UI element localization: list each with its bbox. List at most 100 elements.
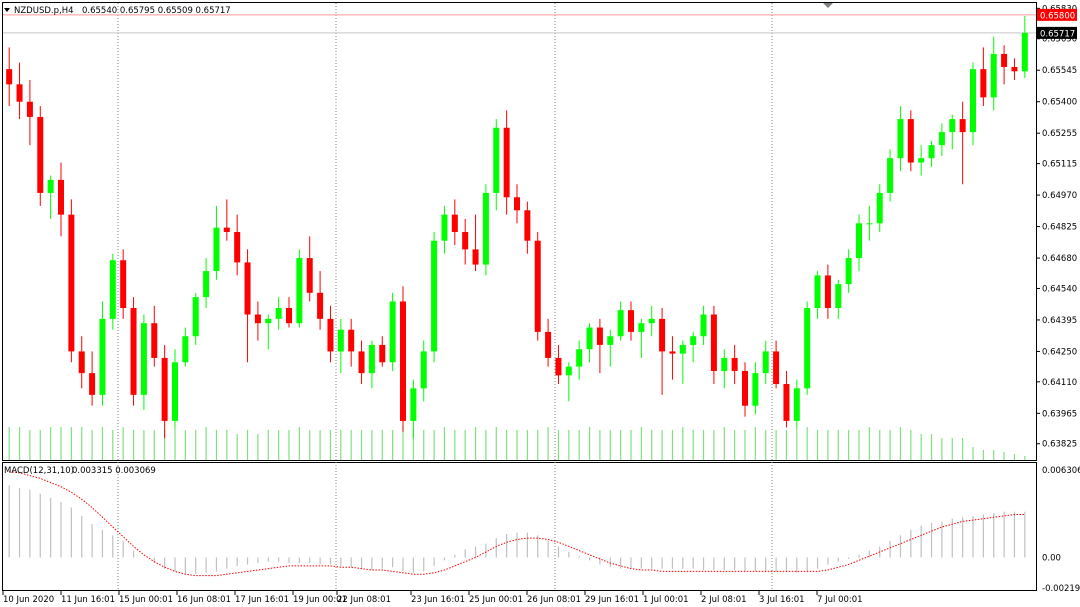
candle[interactable] [420, 340, 427, 402]
candle[interactable] [845, 249, 852, 293]
candle[interactable] [317, 271, 324, 330]
chart-shift-marker-icon[interactable] [823, 3, 833, 8]
candle[interactable] [835, 279, 842, 319]
candle[interactable] [783, 370, 790, 428]
candle[interactable] [638, 318, 645, 358]
candle[interactable] [959, 101, 966, 185]
candle[interactable] [37, 106, 44, 206]
candle[interactable] [431, 232, 438, 363]
candle[interactable] [203, 258, 210, 308]
candle[interactable] [866, 205, 873, 241]
candle[interactable] [400, 286, 406, 432]
candle[interactable] [918, 145, 925, 176]
candle[interactable] [482, 184, 489, 276]
candle[interactable] [410, 379, 417, 439]
candle[interactable] [503, 110, 510, 215]
candle[interactable] [773, 340, 780, 389]
candle[interactable] [690, 331, 697, 363]
candle[interactable] [949, 114, 956, 150]
symbol-dropdown-icon[interactable] [4, 8, 10, 12]
candle[interactable] [938, 123, 945, 156]
candle[interactable] [731, 344, 738, 384]
candle[interactable] [586, 323, 593, 363]
candle[interactable] [721, 349, 728, 389]
candle[interactable] [348, 318, 355, 367]
candle[interactable] [140, 314, 147, 411]
candle[interactable] [576, 340, 583, 380]
candle[interactable] [897, 106, 904, 172]
candle[interactable] [628, 301, 634, 341]
candle[interactable] [47, 175, 54, 219]
candle[interactable] [472, 214, 479, 272]
candle[interactable] [887, 149, 894, 202]
candle[interactable] [565, 362, 572, 402]
candle[interactable] [58, 162, 64, 237]
candle[interactable] [172, 349, 178, 428]
candle[interactable] [234, 214, 241, 276]
candle[interactable] [876, 184, 883, 232]
candle[interactable] [928, 140, 935, 167]
candle[interactable] [26, 80, 33, 146]
candle[interactable] [545, 318, 552, 367]
candle[interactable] [327, 305, 334, 363]
candle[interactable] [762, 340, 769, 384]
candle[interactable] [99, 301, 106, 406]
candle[interactable] [742, 362, 748, 417]
candle[interactable] [109, 253, 116, 330]
candle[interactable] [358, 340, 365, 384]
candle[interactable] [617, 301, 624, 341]
candle[interactable] [710, 305, 717, 384]
candle[interactable] [669, 336, 676, 380]
candle[interactable] [607, 329, 614, 367]
candle[interactable] [907, 110, 914, 172]
candle[interactable] [68, 199, 75, 363]
candle[interactable] [814, 271, 821, 319]
candle[interactable] [1021, 15, 1028, 79]
candle[interactable] [752, 362, 759, 415]
candle[interactable] [441, 205, 448, 254]
candle[interactable] [493, 119, 500, 211]
candle[interactable] [6, 47, 13, 107]
candle[interactable] [182, 327, 189, 367]
candle[interactable] [286, 297, 292, 328]
candle[interactable] [368, 340, 375, 389]
candle[interactable] [223, 199, 230, 241]
candle[interactable] [389, 292, 396, 371]
candle[interactable] [1011, 58, 1018, 80]
candle[interactable] [130, 297, 137, 406]
candle[interactable] [192, 292, 199, 345]
candle[interactable] [1001, 45, 1008, 85]
candle[interactable] [793, 379, 800, 428]
candle[interactable] [379, 336, 386, 367]
candle[interactable] [700, 305, 707, 345]
candle[interactable] [213, 205, 220, 280]
candle[interactable] [244, 249, 251, 363]
candle[interactable] [337, 318, 344, 374]
candle[interactable] [596, 318, 603, 374]
candle[interactable] [254, 301, 261, 341]
candle[interactable] [296, 249, 303, 328]
candle[interactable] [990, 36, 997, 111]
candle[interactable] [306, 236, 313, 302]
candle[interactable] [451, 199, 458, 246]
candle[interactable] [524, 201, 531, 254]
candlesticks[interactable] [6, 15, 1028, 439]
candle[interactable] [648, 305, 655, 337]
candle[interactable] [151, 305, 158, 367]
candle[interactable] [804, 301, 811, 395]
candle[interactable] [275, 297, 282, 330]
candle[interactable] [161, 344, 168, 439]
candle[interactable] [980, 47, 987, 107]
candle[interactable] [856, 214, 862, 272]
candle[interactable] [659, 308, 666, 395]
candle[interactable] [555, 344, 562, 384]
candle[interactable] [89, 351, 96, 406]
candle[interactable] [824, 264, 831, 319]
candle[interactable] [16, 62, 23, 120]
candle[interactable] [78, 336, 85, 389]
candle[interactable] [679, 340, 686, 384]
candle[interactable] [970, 62, 976, 146]
candle[interactable] [462, 218, 469, 265]
